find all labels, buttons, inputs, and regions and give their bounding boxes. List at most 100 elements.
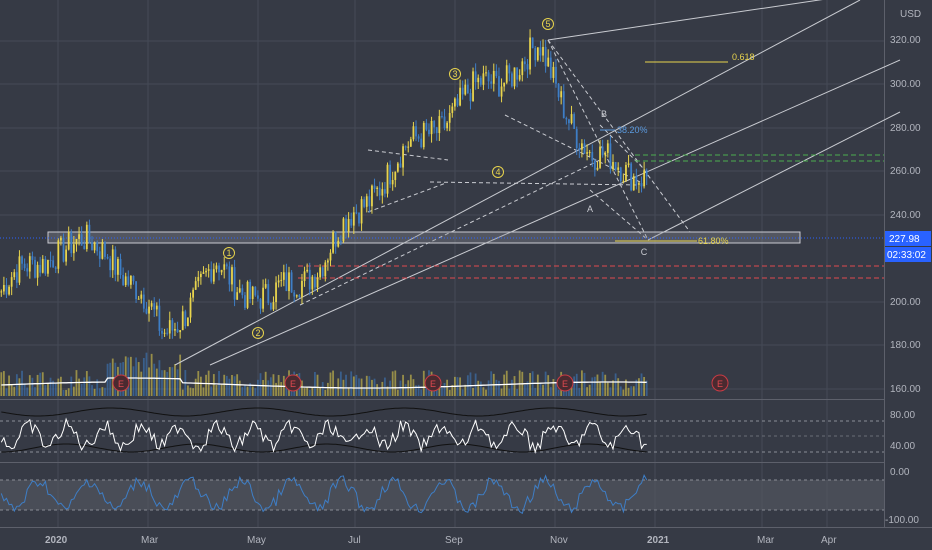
volume-bar [132,366,135,396]
candle-body [371,185,373,207]
candle-body [373,185,376,189]
osc-tick: 0.00 [890,467,910,478]
earnings-badge[interactable]: E [711,374,729,392]
volume-bar [238,380,241,396]
volume-bar [451,385,454,396]
volume-bar [329,372,332,396]
pitchfork-middle [209,59,901,366]
candle-body [23,263,26,269]
candle-body [433,120,436,128]
volume-bar [106,363,109,396]
earnings-badge-circle [711,374,729,392]
candle-body [119,259,122,276]
candle-body [314,276,316,288]
countdown-badge [885,247,931,262]
candle-body [124,276,127,286]
candle-body [583,143,586,154]
volume-bar [174,364,176,396]
volume-bar [83,377,86,396]
candle-body [39,264,42,273]
candle-body [604,152,607,156]
wave-label-2: 2 [252,327,264,339]
candle-body [311,276,314,290]
candle-body [487,72,490,82]
candle-body [334,232,337,247]
volume-bar [350,371,353,396]
candle-body [358,212,360,224]
price-tick: 240.00 [890,210,921,221]
candle-body [179,330,182,333]
time-label: Nov [550,535,568,546]
volume-bar [619,386,622,396]
volume-bar [575,373,578,396]
last-price-badge[interactable] [885,231,931,246]
volume-bar [378,388,381,396]
volume-bar [632,386,635,396]
candle-body [376,187,379,189]
candle-body [430,120,433,135]
candle-body [85,224,88,250]
volume-bar [181,389,184,396]
candle-body [262,287,264,309]
volume-bar [127,357,130,396]
volume-bar [635,379,638,396]
wave-label-circle [252,327,264,339]
volume-bar [192,388,195,396]
volume-bar [153,363,156,396]
candle-body [171,320,174,331]
volume-bar [578,387,581,396]
volume-bar [31,377,34,396]
volume-bar [638,378,640,396]
volume-bar [573,376,576,396]
candle-body [267,284,270,303]
candle-body [101,242,104,259]
earnings-badge-label: E [562,379,568,389]
candle-body [544,46,547,67]
candle-body [534,48,537,61]
candle-body [277,280,280,283]
candle-body [389,164,391,185]
earnings-badge[interactable]: E [284,374,302,392]
volume-bar [57,378,60,396]
candle-body [18,256,21,283]
candle-body [492,70,495,84]
pitchfork-lower [647,111,901,241]
wave-label-1: 1 [223,247,235,259]
candle-body [2,285,5,292]
candle-body [15,272,18,283]
wave-label-a: A [587,204,593,214]
volume-bar [36,374,39,396]
volume-bar [495,379,498,396]
gridlines [0,0,884,527]
candle-body [363,199,366,207]
last-price-value: 227.98 [889,234,920,245]
earnings-badge-circle [556,374,574,392]
volume-bar [381,381,384,396]
candle-body [643,170,646,187]
candle-body [135,281,137,300]
earnings-badge[interactable]: E [556,374,574,392]
candle-body [490,81,493,84]
volume-bar [187,385,189,396]
candle-body [498,76,500,97]
candle-body [619,167,622,182]
earnings-badge[interactable]: E [112,374,130,392]
candle-body [161,330,163,334]
volume-bar [552,379,555,396]
wave-label-circle [449,68,461,80]
price-tick: 300.00 [890,79,921,90]
earnings-badge[interactable]: E [424,374,442,392]
volume-bar [363,387,366,396]
volume-bar [622,389,625,396]
candle-body [435,127,438,134]
volume-bar [60,376,62,396]
volume-bar [523,384,526,396]
currency-label: USD [900,9,921,20]
volume-bar [384,377,386,396]
candle-body [407,146,410,148]
candle-body [70,231,73,254]
candle-body [503,82,506,87]
volume-bar [503,374,506,396]
earnings-badge-label: E [290,379,296,389]
